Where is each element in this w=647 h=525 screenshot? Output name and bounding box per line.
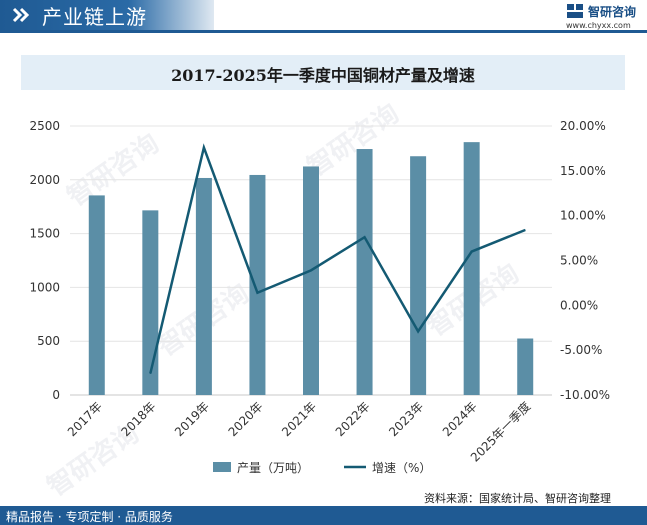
line-point	[310, 269, 312, 271]
right-tick-label: -10.00%	[560, 388, 610, 402]
data-source: 资料来源：国家统计局、智研咨询整理	[424, 492, 611, 505]
section-title: 产业链上游	[42, 5, 147, 29]
bar	[142, 210, 159, 395]
bar	[303, 166, 319, 395]
right-tick-label: -5.00%	[560, 343, 602, 357]
x-tick-label: 2024年	[440, 399, 480, 439]
x-tick-label: 2022年	[333, 399, 373, 439]
bar	[517, 338, 534, 395]
x-tick-label: 2023年	[386, 399, 426, 439]
line-point	[524, 229, 526, 231]
header-divider	[0, 30, 647, 33]
bar	[356, 149, 373, 395]
left-tick-label: 2500	[29, 119, 60, 133]
left-tick-label: 500	[37, 334, 60, 348]
right-tick-label: 5.00%	[560, 254, 598, 268]
bar	[249, 174, 266, 395]
left-tick-label: 1500	[29, 227, 60, 241]
left-tick-label: 1000	[29, 280, 60, 294]
line-point	[471, 251, 473, 253]
page-header: 产业链上游 智研咨询 www.chyxx.com	[0, 0, 647, 34]
right-tick-label: 10.00%	[560, 209, 606, 223]
line-series	[149, 143, 526, 374]
brand-url[interactable]: www.chyxx.com	[566, 21, 631, 30]
bar	[88, 195, 105, 395]
x-tick-label: 2020年	[226, 399, 266, 439]
chart-title-band: 2017-2025年一季度中国铜材产量及增速	[21, 55, 625, 90]
right-tick-label: 0.00%	[560, 298, 598, 312]
legend-bar-swatch	[213, 462, 231, 472]
x-tick-label: 2018年	[118, 399, 158, 439]
line-point	[203, 147, 205, 149]
legend-bar-label: 产量（万吨）	[237, 461, 309, 475]
header-banner: 产业链上游	[0, 0, 214, 30]
bar	[463, 142, 480, 395]
double-chevron-icon	[12, 7, 30, 23]
growth-line	[149, 143, 526, 374]
bar-series	[88, 142, 534, 395]
page-footer: 精品报告 · 专项定制 · 品质服务	[0, 506, 647, 525]
x-tick-label: 2017年	[65, 399, 105, 439]
right-tick-label: 20.00%	[560, 119, 606, 133]
right-axis: -10.00% -5.00% 0.00% 5.00% 10.00% 15.00% 20.00…	[560, 119, 610, 402]
line-point	[364, 236, 366, 238]
left-tick-label: 0	[52, 388, 60, 402]
x-tick-label: 2021年	[279, 399, 319, 439]
legend-line-label: 增速（%）	[372, 461, 431, 475]
left-tick-label: 2000	[29, 173, 60, 187]
legend: 产量（万吨） 增速（%）	[213, 461, 431, 475]
x-axis: 2017年 2018年 2019年 2020年 2021年 2022年 2023年 2024年…	[65, 399, 533, 465]
footer-slogan: 精品报告 · 专项定制 · 品质服务	[6, 510, 173, 524]
bar	[195, 177, 212, 395]
line-point	[417, 330, 419, 332]
line-point	[256, 292, 258, 294]
right-tick-label: 15.00%	[560, 164, 606, 178]
line-point	[149, 372, 151, 374]
bar	[410, 156, 427, 395]
chart-title: 2017-2025年一季度中国铜材产量及增速	[171, 66, 475, 85]
brand-logo-icon	[567, 4, 583, 18]
left-axis: 0 500 1000 1500 2000 2500	[29, 119, 60, 402]
x-tick-label: 2019年	[172, 399, 212, 439]
brand-name: 智研咨询	[588, 5, 637, 19]
brand-logo[interactable]: 智研咨询 www.chyxx.com	[566, 3, 644, 33]
